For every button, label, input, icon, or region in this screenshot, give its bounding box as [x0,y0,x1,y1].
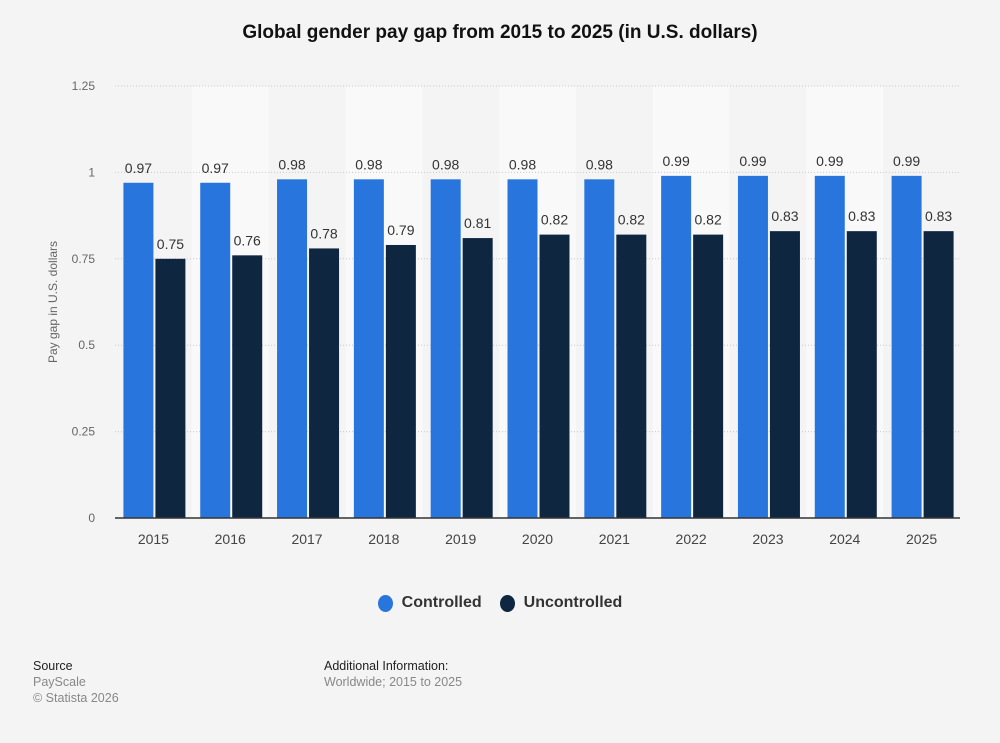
legend-label: Uncontrolled [523,594,623,611]
data-label: 0.75 [157,236,184,252]
y-tick-label: 0.25 [72,425,96,439]
data-label: 0.82 [541,212,568,228]
bar-controlled-2023 [737,175,768,518]
y-tick-label: 0.75 [72,252,96,266]
legend-dot-icon [499,594,515,612]
bar-controlled-2021 [584,179,615,518]
x-tick-label: 2017 [291,531,322,547]
bar-controlled-2017 [277,179,308,518]
source-label: Source [33,659,73,673]
data-label: 0.98 [586,156,613,172]
bar-controlled-2020 [507,179,538,518]
data-label: 0.99 [893,153,920,169]
bar-controlled-2018 [353,179,384,518]
bar-uncontrolled-2025 [923,231,954,519]
bar-uncontrolled-2015 [155,258,186,518]
bar-controlled-2015 [123,182,154,518]
bar-uncontrolled-2018 [385,244,416,518]
info-label: Additional Information: [324,659,449,673]
data-label: 0.79 [387,222,414,238]
x-tick-label: 2016 [215,531,246,547]
bar-controlled-2025 [891,175,922,518]
x-tick-label: 2018 [368,531,399,547]
bar-controlled-2024 [814,175,845,518]
bar-controlled-2019 [430,179,461,518]
bar-uncontrolled-2023 [769,231,800,519]
data-label: 0.81 [464,215,491,231]
data-label: 0.99 [816,153,843,169]
copyright: © Statista 2026 [33,691,119,705]
data-label: 0.78 [310,225,337,241]
data-label: 0.98 [278,156,305,172]
data-label: 0.98 [432,156,459,172]
x-tick-label: 2019 [445,531,476,547]
data-label: 0.76 [234,232,261,248]
data-label: 0.98 [355,156,382,172]
data-label: 0.83 [848,208,875,224]
source-block: Source PayScale © Statista 2026 [33,658,119,706]
y-axis-label: Pay gap in U.S. dollars [46,241,60,363]
legend-item-controlled[interactable]: Controlled [377,594,482,612]
x-tick-label: 2024 [829,531,860,547]
legend-dot-icon [377,594,393,612]
legend: Controlled Uncontrolled [0,594,1000,612]
y-tick-label: 0.5 [78,338,95,352]
x-tick-label: 2023 [752,531,783,547]
data-label: 0.83 [925,208,952,224]
x-tick-label: 2015 [138,531,169,547]
data-label: 0.99 [663,153,690,169]
bar-uncontrolled-2016 [232,255,263,518]
data-label: 0.99 [739,153,766,169]
y-tick-label: 1 [88,165,95,179]
x-tick-label: 2022 [676,531,707,547]
x-tick-label: 2021 [599,531,630,547]
y-tick-label: 0 [88,511,95,525]
bar-uncontrolled-2021 [616,234,647,518]
data-label: 0.97 [125,160,152,176]
bar-uncontrolled-2017 [309,248,340,518]
bar-uncontrolled-2019 [462,238,493,518]
legend-label: Controlled [401,594,482,611]
bar-uncontrolled-2024 [846,231,877,519]
data-label: 0.97 [202,160,229,176]
bar-controlled-2022 [661,175,692,518]
legend-item-uncontrolled[interactable]: Uncontrolled [499,594,623,612]
info-value: Worldwide; 2015 to 2025 [324,675,463,689]
bar-chart: 0 0.25 0.5 0.75 1 1.25 Pay gap in U.S. dollars… [46,79,960,547]
x-tick-label: 2020 [522,531,553,547]
data-label: 0.83 [771,208,798,224]
data-label: 0.98 [509,156,536,172]
y-tick-label: 1.25 [72,79,96,93]
bar-uncontrolled-2020 [539,234,570,518]
info-block: Additional Information: Worldwide; 2015 … [324,658,462,690]
bar-controlled-2016 [200,182,231,518]
data-label: 0.82 [695,212,722,228]
x-tick-label: 2025 [906,531,937,547]
bar-uncontrolled-2022 [693,234,724,518]
data-label: 0.82 [618,212,645,228]
chart-title: Global gender pay gap from 2015 to 2025 … [242,22,758,43]
source-value[interactable]: PayScale [33,675,86,689]
